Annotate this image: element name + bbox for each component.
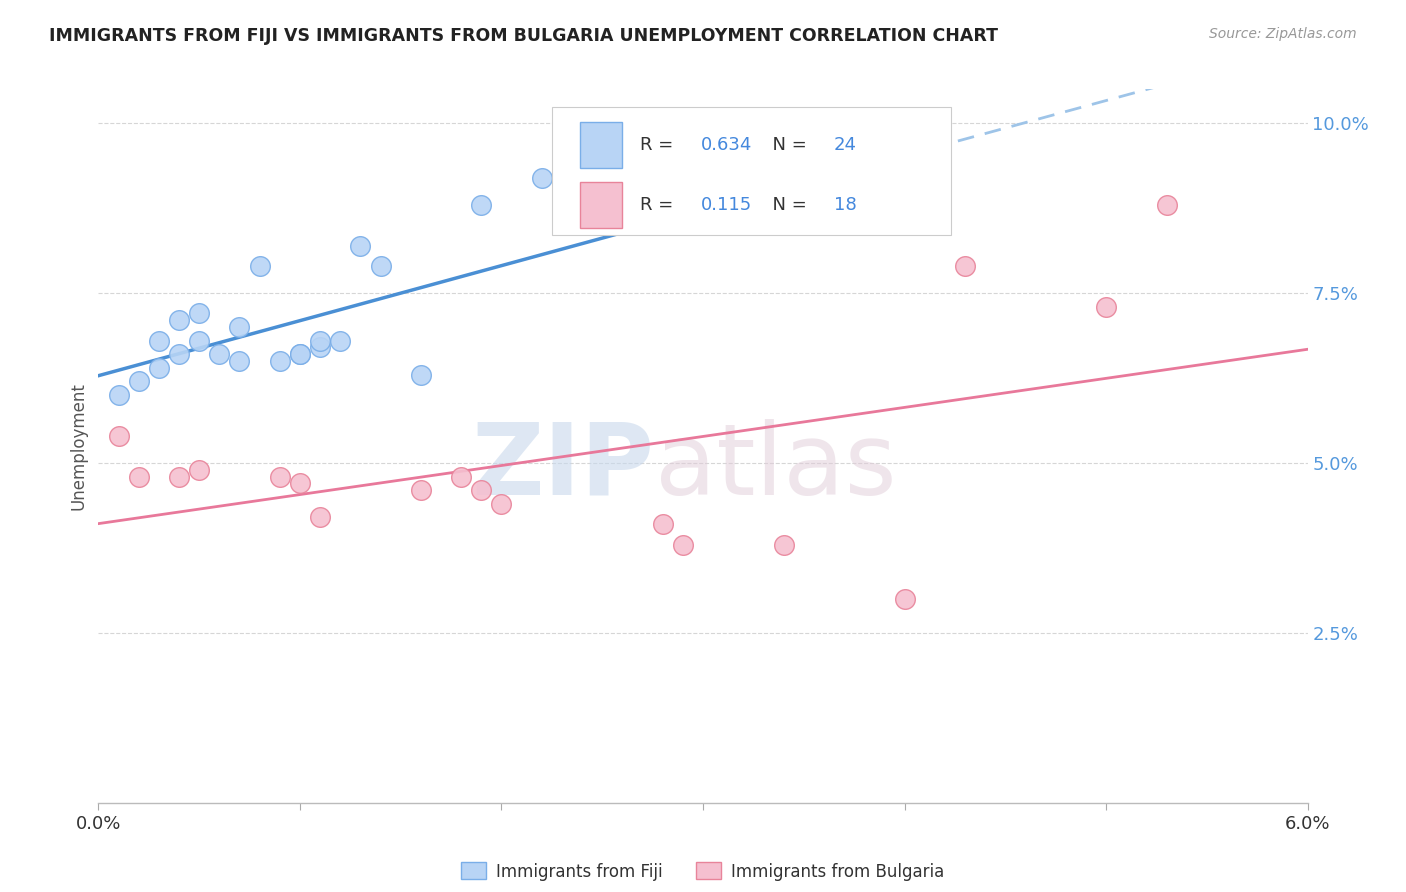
Point <box>249 259 271 273</box>
Point <box>349 238 371 252</box>
Point <box>409 368 432 382</box>
FancyBboxPatch shape <box>551 107 950 235</box>
Point <box>329 334 352 348</box>
Point <box>530 170 553 185</box>
Point <box>491 497 513 511</box>
Text: 24: 24 <box>834 136 856 153</box>
Text: IMMIGRANTS FROM FIJI VS IMMIGRANTS FROM BULGARIA UNEMPLOYMENT CORRELATION CHART: IMMIGRANTS FROM FIJI VS IMMIGRANTS FROM … <box>49 27 998 45</box>
Point <box>953 259 976 273</box>
Point <box>188 334 211 348</box>
Text: 0.634: 0.634 <box>700 136 752 153</box>
Point <box>128 375 150 389</box>
Text: N =: N = <box>761 196 813 214</box>
FancyBboxPatch shape <box>579 121 621 168</box>
Text: R =: R = <box>640 136 679 153</box>
Point <box>288 347 311 361</box>
Text: Source: ZipAtlas.com: Source: ZipAtlas.com <box>1209 27 1357 41</box>
Point <box>409 483 432 498</box>
Point <box>167 313 190 327</box>
Point <box>128 469 150 483</box>
Point <box>370 259 392 273</box>
Point <box>148 360 170 375</box>
Text: N =: N = <box>761 136 813 153</box>
Point <box>288 347 311 361</box>
Point <box>470 483 492 498</box>
Point <box>208 347 231 361</box>
Point <box>288 476 311 491</box>
Y-axis label: Unemployment: Unemployment <box>69 382 87 510</box>
Point <box>672 537 695 551</box>
Point <box>107 388 129 402</box>
Point <box>167 347 190 361</box>
Point <box>1156 198 1178 212</box>
Text: 18: 18 <box>834 196 856 214</box>
Point <box>228 354 250 368</box>
Point <box>269 469 291 483</box>
Point <box>1095 300 1118 314</box>
Point <box>309 334 332 348</box>
Text: ZIP: ZIP <box>472 419 655 516</box>
Text: 0.115: 0.115 <box>700 196 752 214</box>
Point <box>470 198 492 212</box>
Point <box>148 334 170 348</box>
Point <box>188 306 211 320</box>
Point <box>450 469 472 483</box>
Point <box>228 320 250 334</box>
Text: R =: R = <box>640 196 685 214</box>
Point <box>309 510 332 524</box>
FancyBboxPatch shape <box>579 182 621 228</box>
Point <box>167 469 190 483</box>
Point <box>188 463 211 477</box>
Point <box>651 517 673 532</box>
Point <box>893 591 915 606</box>
Point <box>813 211 835 226</box>
Point <box>772 537 794 551</box>
Point <box>309 341 332 355</box>
Legend: Immigrants from Fiji, Immigrants from Bulgaria: Immigrants from Fiji, Immigrants from Bu… <box>454 855 952 888</box>
Point <box>269 354 291 368</box>
Text: atlas: atlas <box>655 419 896 516</box>
Point <box>107 429 129 443</box>
